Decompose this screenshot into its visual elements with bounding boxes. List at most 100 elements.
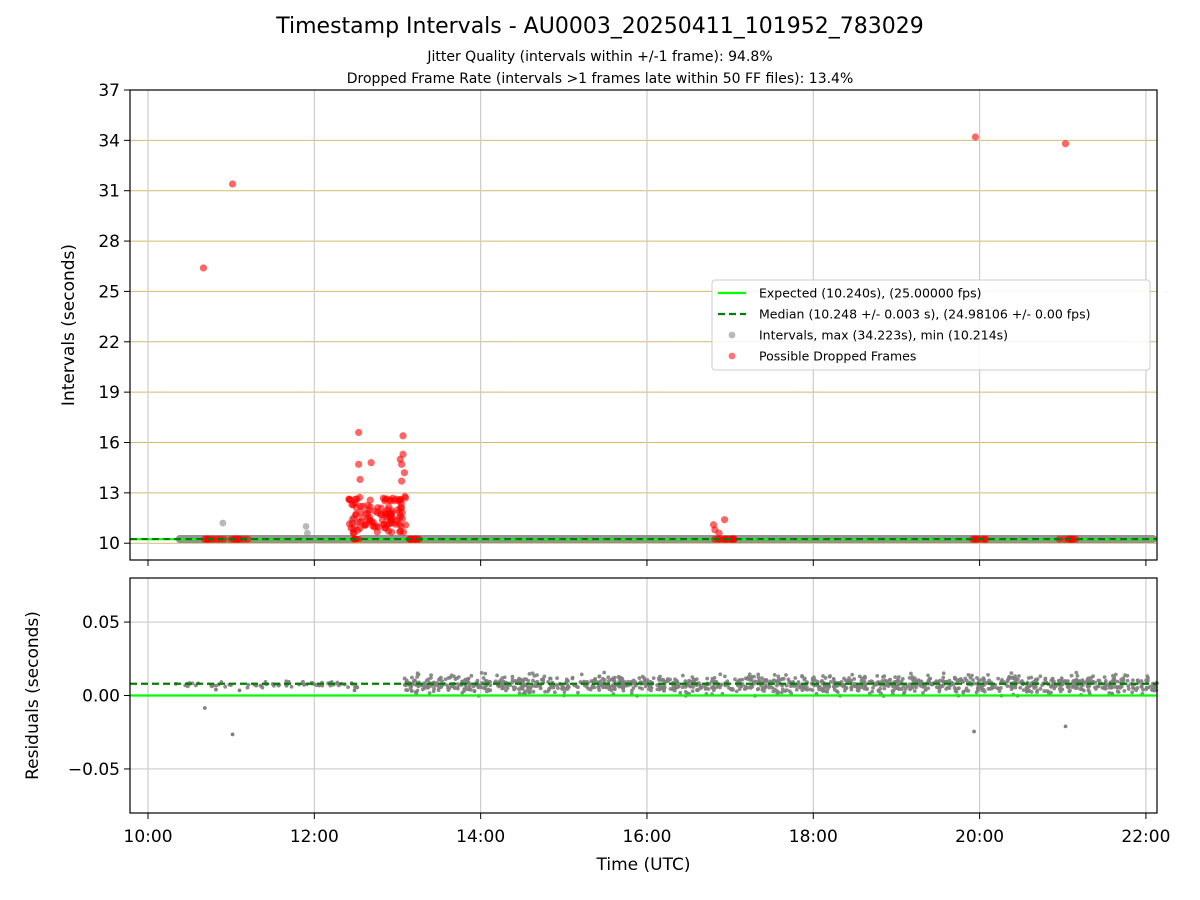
residual-point — [775, 690, 780, 695]
residual-point — [1121, 678, 1126, 683]
residual-point — [493, 679, 498, 684]
residual-point — [893, 675, 898, 680]
residual-point — [563, 686, 568, 691]
residual-point — [302, 682, 306, 687]
residual-point — [908, 687, 912, 692]
residual-point — [1038, 674, 1043, 679]
residual-point — [606, 675, 611, 680]
residual-point — [467, 684, 472, 689]
x-tick-label: 20:00 — [955, 827, 1004, 847]
residual-point — [484, 679, 489, 684]
residual-point — [712, 676, 717, 680]
dropped-frame-point — [361, 520, 370, 529]
time-x-axis: 10:00 12:00 14:00 16:00 18:00 20:00 22:00 — [124, 813, 1170, 847]
residual-point — [643, 684, 648, 689]
residual-point — [531, 689, 536, 694]
residual-point — [773, 687, 777, 692]
dropped-frame-point — [982, 535, 990, 543]
residual-point — [527, 690, 531, 695]
residual-point — [863, 682, 868, 686]
residual-point — [941, 671, 946, 676]
residual-point — [1093, 680, 1098, 685]
residual-point — [643, 679, 648, 684]
residual-point — [737, 687, 742, 691]
residual-point — [510, 677, 515, 682]
residual-point — [570, 675, 575, 680]
residual-point — [661, 677, 666, 682]
residual-point — [1025, 687, 1029, 692]
residual-point — [1130, 685, 1135, 690]
intervals-plot-frame — [129, 89, 1158, 561]
residual-point — [488, 688, 493, 693]
residual-point — [431, 689, 436, 694]
residual-point — [843, 686, 848, 691]
residual-point — [852, 677, 857, 681]
residual-point — [996, 676, 1001, 681]
legend-label-median: Median (10.248 +/- 0.003 s), (24.98106 +… — [759, 307, 1090, 322]
residual-point — [694, 677, 699, 682]
residual-point — [1074, 670, 1079, 675]
residual-point — [1150, 688, 1154, 692]
residual-point — [823, 676, 828, 680]
residual-point — [1013, 676, 1018, 681]
residual-point — [424, 678, 429, 683]
residual-point — [1053, 684, 1058, 689]
residual-point — [589, 679, 594, 684]
residual-point — [1043, 678, 1048, 682]
residual-point — [1009, 687, 1014, 692]
residual-point — [1042, 689, 1047, 693]
residual-point — [1091, 674, 1096, 679]
residual-point — [862, 674, 867, 679]
residual-point — [980, 688, 985, 693]
residual-point — [899, 679, 904, 684]
residual-point — [1130, 678, 1135, 683]
residual-point — [882, 686, 887, 691]
residual-point — [590, 685, 594, 690]
dropped-frame-point — [355, 428, 363, 437]
residual-point — [1130, 690, 1135, 695]
dropped-frame-point — [228, 180, 237, 188]
residual-point — [941, 679, 945, 683]
residual-point — [756, 686, 761, 691]
residual-point — [1017, 674, 1021, 678]
residual-point — [519, 687, 524, 691]
residual-point — [690, 689, 695, 693]
residual-point — [1112, 678, 1116, 683]
dropped-frame-point — [382, 513, 391, 521]
residual-point — [1103, 685, 1108, 690]
residual-point — [1123, 673, 1128, 678]
residual-point — [722, 674, 727, 679]
residual-point — [1141, 687, 1145, 692]
residual-point — [757, 678, 761, 683]
chart-title: Timestamp Intervals - AU0003_20250411_10… — [276, 14, 924, 39]
residual-point — [462, 689, 467, 693]
residual-point — [637, 676, 642, 680]
residual-point — [697, 687, 702, 692]
residual-point — [1068, 688, 1072, 693]
residual-point — [832, 685, 837, 690]
residual-point — [517, 691, 522, 696]
residual-point — [410, 675, 414, 680]
dropped-frame-point — [362, 509, 370, 517]
residual-point — [500, 680, 505, 685]
residual-point — [446, 685, 450, 690]
residual-point — [891, 684, 895, 689]
residual-point — [804, 685, 809, 689]
residual-point — [481, 676, 486, 680]
residual-point — [545, 689, 550, 694]
residual-point — [640, 674, 645, 679]
residual-point — [443, 677, 448, 682]
dropped-frame-point — [382, 524, 390, 532]
dropped-frame-point — [366, 496, 374, 504]
dropped-frame-point — [388, 516, 396, 524]
residual-point — [784, 688, 789, 692]
dropped-frame-point — [379, 494, 387, 502]
residual-point — [779, 690, 784, 695]
residual-point — [465, 677, 469, 682]
residual-point — [629, 679, 634, 684]
residual-point — [828, 674, 832, 678]
residual-point — [538, 686, 543, 691]
interval-point — [304, 529, 311, 537]
residual-point — [831, 676, 836, 681]
